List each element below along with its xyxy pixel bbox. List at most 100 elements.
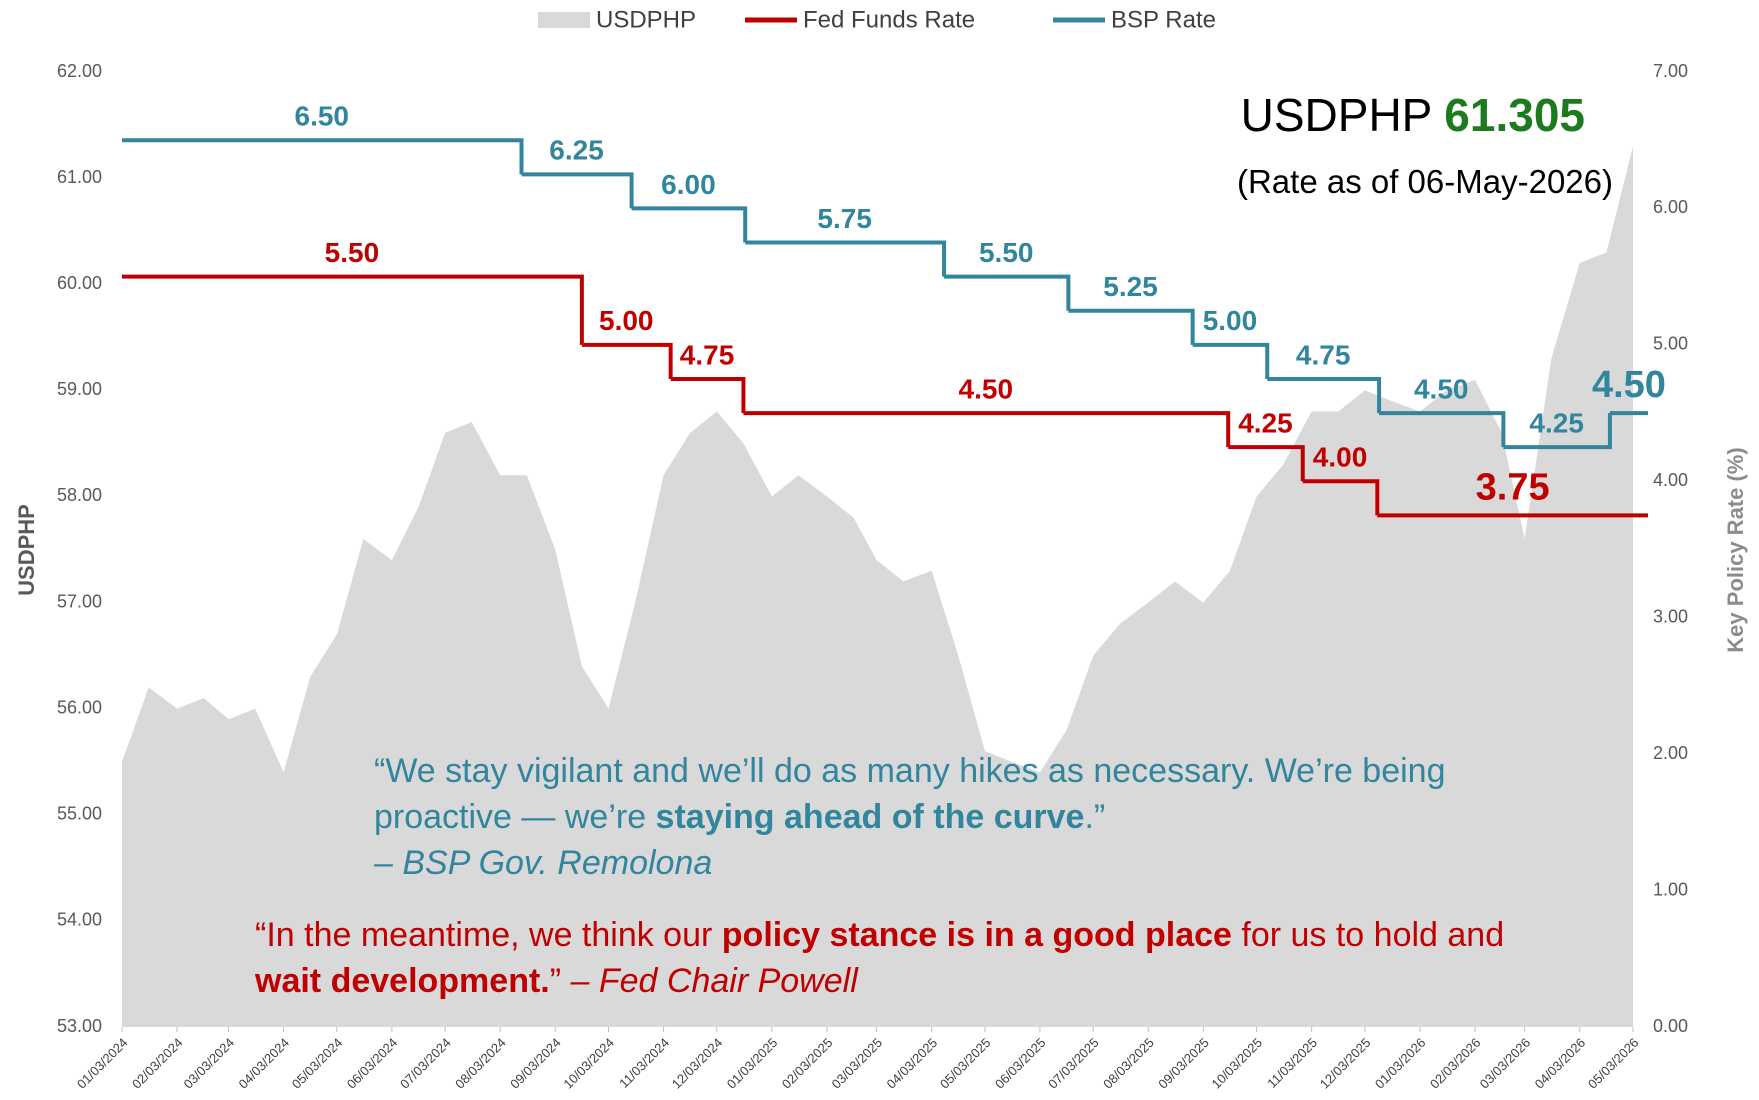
rate-label: 4.00	[1313, 442, 1368, 473]
rate-step	[122, 138, 524, 175]
x-tick-label: 06/03/2025	[992, 1035, 1049, 1092]
rate-label: 4.50	[959, 373, 1014, 404]
y2-tick-label: 2.00	[1653, 743, 1688, 763]
rate-step	[581, 342, 673, 379]
annotation-value: 61.305	[1444, 89, 1585, 141]
annotation-label: USDPHP	[1240, 89, 1432, 141]
x-tick-label: 03/03/2025	[829, 1035, 886, 1092]
rate-label: 4.50	[1414, 373, 1469, 404]
rate-step	[743, 411, 1231, 448]
rate-step	[631, 206, 748, 243]
y2-tick-label: 6.00	[1653, 197, 1688, 217]
x-tick-label: 01/03/2026	[1372, 1035, 1429, 1092]
annotation: USDPHP 61.305	[1241, 88, 1585, 142]
rate-step	[1228, 445, 1305, 482]
legend-label: USDPHP	[596, 6, 696, 33]
rate-label: 5.50	[979, 237, 1034, 268]
quote-segment: staying ahead of the curve	[655, 798, 1085, 836]
x-tick-label: 09/03/2025	[1155, 1035, 1212, 1092]
quote: “We stay vigilant and we’ll do as many h…	[374, 748, 1494, 886]
y-tick-label: 53.00	[57, 1016, 102, 1036]
rate-label: 5.50	[325, 237, 380, 268]
y-tick-label: 57.00	[57, 591, 102, 611]
x-tick-label: 09/03/2024	[507, 1035, 564, 1092]
rate-label: 4.75	[1296, 339, 1351, 370]
x-tick-label: 03/03/2024	[180, 1035, 237, 1092]
quote-segment: – BSP Gov. Remolona	[374, 844, 713, 882]
rate-label: 4.25	[1529, 408, 1584, 439]
y2-tick-label: 5.00	[1653, 334, 1688, 354]
rate-label: 6.50	[295, 101, 350, 132]
y-tick-label: 54.00	[57, 910, 102, 930]
rate-step	[1267, 376, 1382, 414]
x-tick-label: 02/03/2025	[779, 1035, 836, 1092]
rate-step	[1379, 411, 1506, 448]
annotation-note: (Rate as of 06-May-2026)	[1236, 163, 1613, 200]
x-tick-label: 01/03/2024	[74, 1035, 131, 1092]
x-tick-label: 03/03/2026	[1477, 1035, 1534, 1092]
y2-tick-label: 3.00	[1653, 606, 1688, 626]
rate-step	[670, 376, 746, 414]
usdphp-area	[122, 146, 1633, 1027]
rate-step	[1503, 413, 1612, 450]
rate-label: 6.25	[549, 135, 604, 166]
rate-step	[1302, 479, 1380, 516]
quote-segment: – Fed Chair Powell	[570, 962, 858, 1000]
x-tick-label: 01/03/2025	[724, 1035, 781, 1092]
rate-label: 5.25	[1103, 271, 1158, 302]
y-tick-label: 62.00	[57, 61, 102, 81]
x-tick-label: 07/03/2025	[1045, 1035, 1102, 1092]
y2-axis-title: Key Policy Rate (%)	[1723, 447, 1748, 652]
y-axis-title: USDPHP	[14, 504, 39, 596]
x-tick-label: 05/03/2026	[1585, 1035, 1642, 1092]
rate-label: 4.25	[1238, 408, 1293, 439]
x-tick-label: 05/03/2025	[937, 1035, 994, 1092]
rate-label: 6.00	[661, 169, 716, 200]
area-layer	[122, 146, 1633, 1027]
rate-step	[1068, 308, 1195, 345]
y-tick-label: 60.00	[57, 273, 102, 293]
rate-step	[521, 172, 634, 209]
y2-tick-label: 1.00	[1653, 879, 1688, 899]
x-tick-label: 04/03/2026	[1532, 1035, 1589, 1092]
rate-label: 5.00	[1203, 305, 1258, 336]
rate-step	[944, 274, 1071, 311]
rate-label: 4.75	[680, 339, 735, 370]
x-tick-label: 12/03/2024	[669, 1035, 726, 1092]
x-tick-label: 12/03/2025	[1317, 1035, 1374, 1092]
x-tick-label: 10/03/2025	[1209, 1035, 1266, 1092]
y-tick-label: 58.00	[57, 485, 102, 505]
rate-step	[745, 240, 947, 277]
rate-label: 4.50	[1592, 364, 1666, 406]
quote-segment: “We stay vigilant and we’ll do as many h…	[374, 752, 1446, 836]
y-tick-label: 61.00	[57, 167, 102, 187]
quote-segment: “In the meantime, we think our	[255, 916, 722, 954]
x-tick-label: 04/03/2024	[236, 1035, 293, 1092]
x-tick-label: 02/03/2026	[1427, 1035, 1484, 1092]
quote-segment: ”	[549, 962, 571, 1000]
rate-label: 5.00	[599, 305, 654, 336]
x-tick-label: 02/03/2024	[129, 1035, 186, 1092]
x-tick-label: 06/03/2024	[344, 1035, 401, 1092]
legend-swatch	[538, 12, 590, 28]
y-tick-label: 55.00	[57, 804, 102, 824]
x-tick-label: 05/03/2024	[289, 1035, 346, 1092]
y2-tick-label: 7.00	[1653, 61, 1688, 81]
x-tick-label: 11/03/2024	[616, 1035, 672, 1091]
legend-label: BSP Rate	[1111, 6, 1216, 33]
y-tick-label: 59.00	[57, 379, 102, 399]
rate-step	[1192, 342, 1270, 379]
y2-tick-label: 4.00	[1653, 470, 1688, 490]
y-tick-label: 56.00	[57, 697, 102, 717]
legend-label: Fed Funds Rate	[803, 6, 975, 33]
x-tick-label: 10/03/2024	[560, 1035, 617, 1092]
rate-step	[122, 274, 584, 345]
x-tick-label: 08/03/2024	[452, 1035, 509, 1092]
quote-segment: policy stance is in a good place	[721, 916, 1232, 954]
quote-segment: for us to hold and	[1231, 916, 1505, 954]
rate-label: 5.75	[817, 203, 872, 234]
x-tick-label: 11/03/2025	[1264, 1035, 1320, 1091]
quote: “In the meantime, we think our policy st…	[255, 912, 1515, 1004]
quote-segment: wait development.	[255, 962, 550, 1000]
